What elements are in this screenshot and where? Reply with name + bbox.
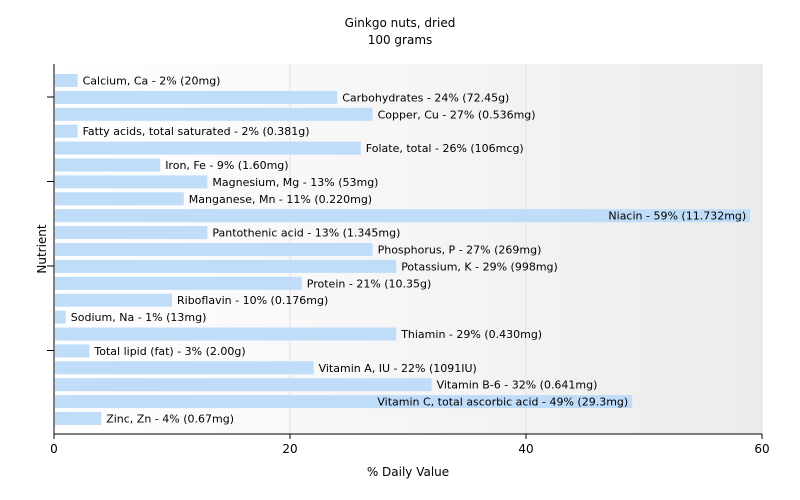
bar <box>55 327 397 341</box>
bar-label: Niacin - 59% (11.732mg) <box>608 210 746 223</box>
bar <box>55 378 432 392</box>
bar-label: Vitamin A, IU - 22% (1091IU) <box>319 362 477 375</box>
bar-labels: Calcium, Ca - 2% (20mg) Carbohydrates - 2… <box>71 75 746 426</box>
bar <box>55 158 161 172</box>
bar-label: Thiamin - 29% (0.430mg) <box>400 328 542 341</box>
y-axis-label: Nutrient <box>35 224 49 274</box>
chart-subtitle: 100 grams <box>368 33 433 47</box>
bar <box>55 344 90 358</box>
bar <box>55 226 208 240</box>
bar-label: Phosphorus, P - 27% (269mg) <box>378 244 542 257</box>
x-axis-label: % Daily Value <box>367 465 449 479</box>
bar <box>55 310 66 324</box>
bar <box>55 209 751 223</box>
bar <box>55 124 78 138</box>
bar <box>55 395 633 409</box>
bar-label: Zinc, Zn - 4% (0.67mg) <box>106 413 234 426</box>
bar-label: Sodium, Na - 1% (13mg) <box>71 311 207 324</box>
bar <box>55 175 208 189</box>
bars <box>55 74 751 425</box>
bar-label: Iron, Fe - 9% (1.60mg) <box>165 159 288 172</box>
x-ticks: 0 20 40 60 <box>47 96 770 456</box>
x-tick-label: 40 <box>518 442 533 456</box>
bar <box>55 293 172 307</box>
bar <box>55 90 338 104</box>
bar <box>55 107 373 121</box>
bar-label: Fatty acids, total saturated - 2% (0.381… <box>83 125 310 138</box>
bar-label: Calcium, Ca - 2% (20mg) <box>83 75 221 88</box>
bar-label: Manganese, Mn - 11% (0.220mg) <box>189 193 372 206</box>
bar-label: Riboflavin - 10% (0.176mg) <box>177 294 328 307</box>
bar <box>55 361 314 375</box>
bar-label: Folate, total - 26% (106mcg) <box>366 142 524 155</box>
bar-label: Potassium, K - 29% (998mg) <box>401 260 558 273</box>
x-tick-label: 0 <box>50 442 58 456</box>
bar-label: Total lipid (fat) - 3% (2.00g) <box>93 345 245 358</box>
x-tick-label: 20 <box>282 442 297 456</box>
bar <box>55 276 302 290</box>
bar <box>55 141 361 155</box>
bar-label: Magnesium, Mg - 13% (53mg) <box>212 176 378 189</box>
bar-label: Vitamin C, total ascorbic acid - 49% (29… <box>377 396 628 409</box>
x-tick-label: 60 <box>754 442 769 456</box>
bar <box>55 74 78 87</box>
bar-label: Carbohydrates - 24% (72.45g) <box>342 91 509 104</box>
bar <box>55 259 397 273</box>
bar <box>55 412 102 425</box>
chart-title: Ginkgo nuts, dried <box>345 16 456 30</box>
bar-label: Vitamin B-6 - 32% (0.641mg) <box>437 379 598 392</box>
bar <box>55 192 184 206</box>
axes <box>53 64 762 435</box>
bar-label: Protein - 21% (10.35g) <box>307 277 432 290</box>
bar <box>55 243 373 256</box>
bar-label: Pantothenic acid - 13% (1.345mg) <box>212 227 400 240</box>
bar-label: Copper, Cu - 27% (0.536mg) <box>378 108 536 121</box>
